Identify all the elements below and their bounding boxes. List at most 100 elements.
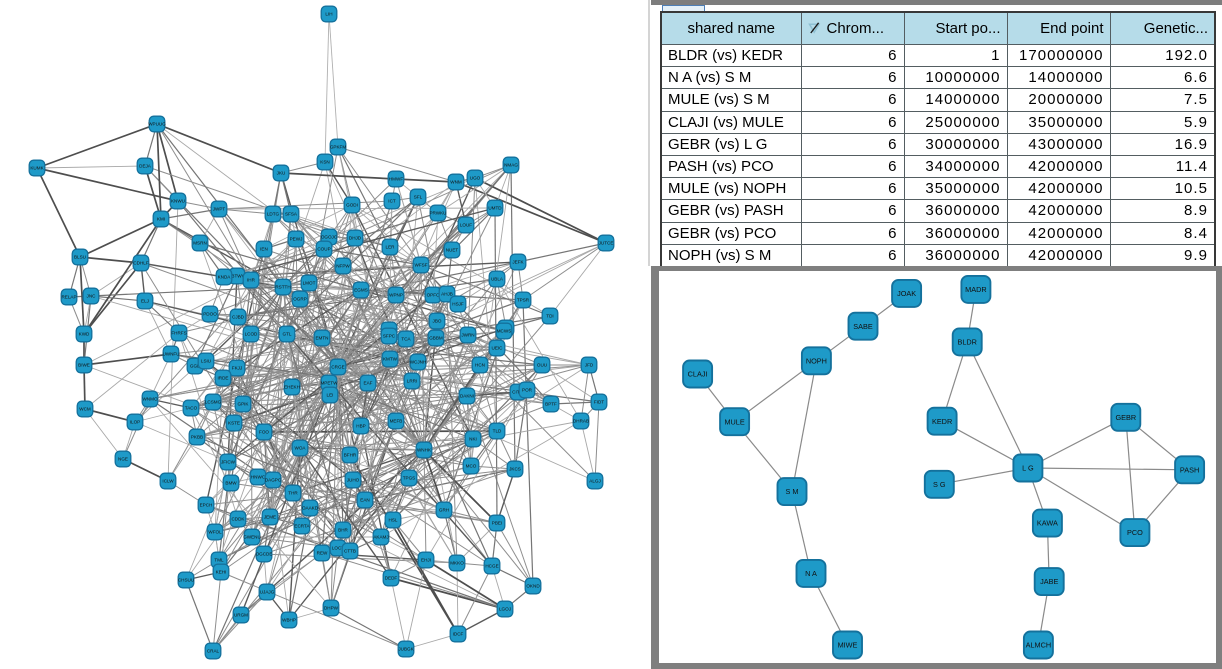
svg-text:LCSMG: LCSMG (205, 400, 222, 405)
svg-text:WNHK: WNHK (417, 448, 432, 453)
svg-text:WCM: WCM (79, 407, 91, 412)
svg-text:JFD: JFD (585, 363, 594, 368)
svg-text:MSRN: MSRN (193, 241, 207, 246)
svg-text:JWPT: JWPT (213, 207, 226, 212)
svg-text:HNWC: HNWC (251, 475, 266, 480)
svg-text:FKJJ: FKJJ (232, 366, 242, 371)
svg-text:RELAP: RELAP (61, 295, 76, 300)
svg-text:DHRAB: DHRAB (573, 419, 589, 424)
svg-text:WPUUG: WPUUG (148, 122, 166, 127)
svg-text:DEJA: DEJA (139, 164, 152, 169)
svg-text:TML: TML (214, 558, 224, 563)
svg-text:BFHR: BFHR (344, 453, 357, 458)
svg-text:DAGPC: DAGPC (265, 478, 282, 483)
svg-text:MCO: MCO (466, 464, 477, 469)
svg-text:NFPW: NFPW (336, 264, 350, 269)
svg-text:GODI: GODI (346, 203, 358, 208)
svg-text:JUBGK: JUBGK (398, 647, 414, 652)
svg-text:CJBD: CJBD (232, 315, 245, 320)
svg-text:AKAMJ: AKAMJ (373, 535, 388, 540)
svg-text:MKKO: MKKO (450, 561, 464, 566)
svg-text:NUET: NUET (446, 248, 459, 253)
svg-text:LCOD: LCOD (245, 332, 258, 337)
svg-text:FOO: FOO (259, 430, 269, 435)
svg-text:NMAG: NMAG (504, 163, 518, 168)
svg-text:JFICW: JFICW (221, 460, 236, 465)
svg-text:BHR: BHR (338, 528, 348, 533)
svg-text:LEI: LEI (327, 393, 334, 398)
svg-text:BPTF: BPTF (545, 402, 557, 407)
svg-text:S G: S G (933, 480, 946, 489)
svg-text:TCA: TCA (401, 337, 411, 342)
svg-text:WCJNH: WCJNH (410, 360, 427, 365)
svg-text:TLD: TLD (493, 429, 502, 434)
svg-text:LGOJ: LGOJ (499, 607, 511, 612)
svg-text:GRH: GRH (439, 508, 449, 513)
svg-text:MADR: MADR (965, 285, 987, 294)
svg-text:TPSR: TPSR (517, 298, 530, 303)
svg-text:EHEKH: EHEKH (284, 385, 300, 390)
svg-text:LRRI: LRRI (407, 379, 417, 384)
svg-text:UGO: UGO (470, 176, 481, 181)
svg-text:UBTWW: UBTWW (228, 274, 247, 279)
svg-text:LOUF: LOUF (460, 223, 472, 228)
svg-text:SFPC: SFPC (383, 334, 396, 339)
svg-text:DEDF: DEDF (385, 576, 398, 581)
svg-text:IEN: IEN (260, 247, 268, 252)
svg-text:BLDR: BLDR (957, 338, 976, 347)
svg-text:THR: THR (288, 491, 298, 496)
svg-text:LMOT: LMOT (303, 281, 316, 286)
svg-text:KNDA: KNDA (218, 275, 232, 280)
svg-text:WPNP: WPNP (389, 293, 403, 298)
svg-text:GPIK: GPIK (238, 402, 250, 407)
svg-text:CITW: CITW (512, 390, 524, 395)
svg-text:REW: REW (317, 551, 328, 556)
svg-text:OPFC: OPFC (427, 293, 440, 298)
svg-text:KSN: KSN (320, 160, 329, 165)
svg-text:S M: S M (786, 487, 799, 496)
svg-text:UBLA: UBLA (491, 277, 504, 282)
svg-text:BIWE: BIWE (78, 363, 90, 368)
svg-text:MEFB: MEFB (390, 419, 403, 424)
svg-text:KAWA: KAWA (1037, 519, 1058, 528)
svg-text:BMW: BMW (225, 481, 237, 486)
svg-text:IDCF: IDCF (453, 632, 464, 637)
svg-text:ALGJ: ALGJ (589, 479, 601, 484)
svg-text:GWENU: GWENU (243, 535, 261, 540)
svg-text:URGM: URGM (234, 613, 248, 618)
svg-text:CLAJI: CLAJI (688, 370, 708, 379)
svg-text:LDTG: LDTG (267, 212, 280, 217)
svg-text:OGCDE: OGCDE (256, 552, 273, 557)
svg-text:OAAKD: OAAKD (302, 506, 319, 511)
svg-text:KNWU: KNWU (171, 199, 185, 204)
svg-text:ICLW: ICLW (162, 479, 174, 484)
svg-text:NOPH: NOPH (806, 356, 827, 365)
svg-text:EGMS: EGMS (354, 288, 368, 293)
svg-text:CTTB: CTTB (344, 549, 356, 554)
svg-text:PRWKU: PRWKU (429, 211, 446, 216)
svg-text:PEWJ: PEWJ (290, 237, 303, 242)
svg-text:DHJD: DHJD (349, 236, 362, 241)
svg-text:KMTW: KMTW (383, 357, 398, 362)
svg-text:DHPW: DHPW (324, 606, 339, 611)
svg-text:WFOL: WFOL (208, 530, 222, 535)
svg-text:HBP: HBP (356, 424, 365, 429)
svg-text:HCGE: HCGE (485, 564, 498, 569)
svg-text:NKI: NKI (469, 437, 477, 442)
svg-text:N A: N A (805, 569, 817, 578)
svg-text:JWRN: JWRN (461, 333, 474, 338)
svg-text:RSTTH: RSTTH (275, 285, 290, 290)
svg-text:L G: L G (1022, 464, 1034, 473)
svg-text:PASH: PASH (1180, 465, 1199, 474)
svg-text:NGE: NGE (118, 457, 128, 462)
svg-text:ILOP: ILOP (130, 420, 140, 425)
svg-text:EMTN: EMTN (315, 336, 328, 341)
svg-text:OUU: OUU (537, 363, 547, 368)
svg-text:HMWF: HMWF (389, 177, 403, 182)
svg-text:FHRFS: FHRFS (171, 331, 186, 336)
svg-text:PBEI: PBEI (492, 521, 502, 526)
svg-text:OKND: OKND (526, 584, 540, 589)
svg-text:GGB: GGB (190, 364, 200, 369)
svg-text:CDHLF: CDHLF (133, 261, 149, 266)
svg-text:GEBR: GEBR (1115, 413, 1136, 422)
